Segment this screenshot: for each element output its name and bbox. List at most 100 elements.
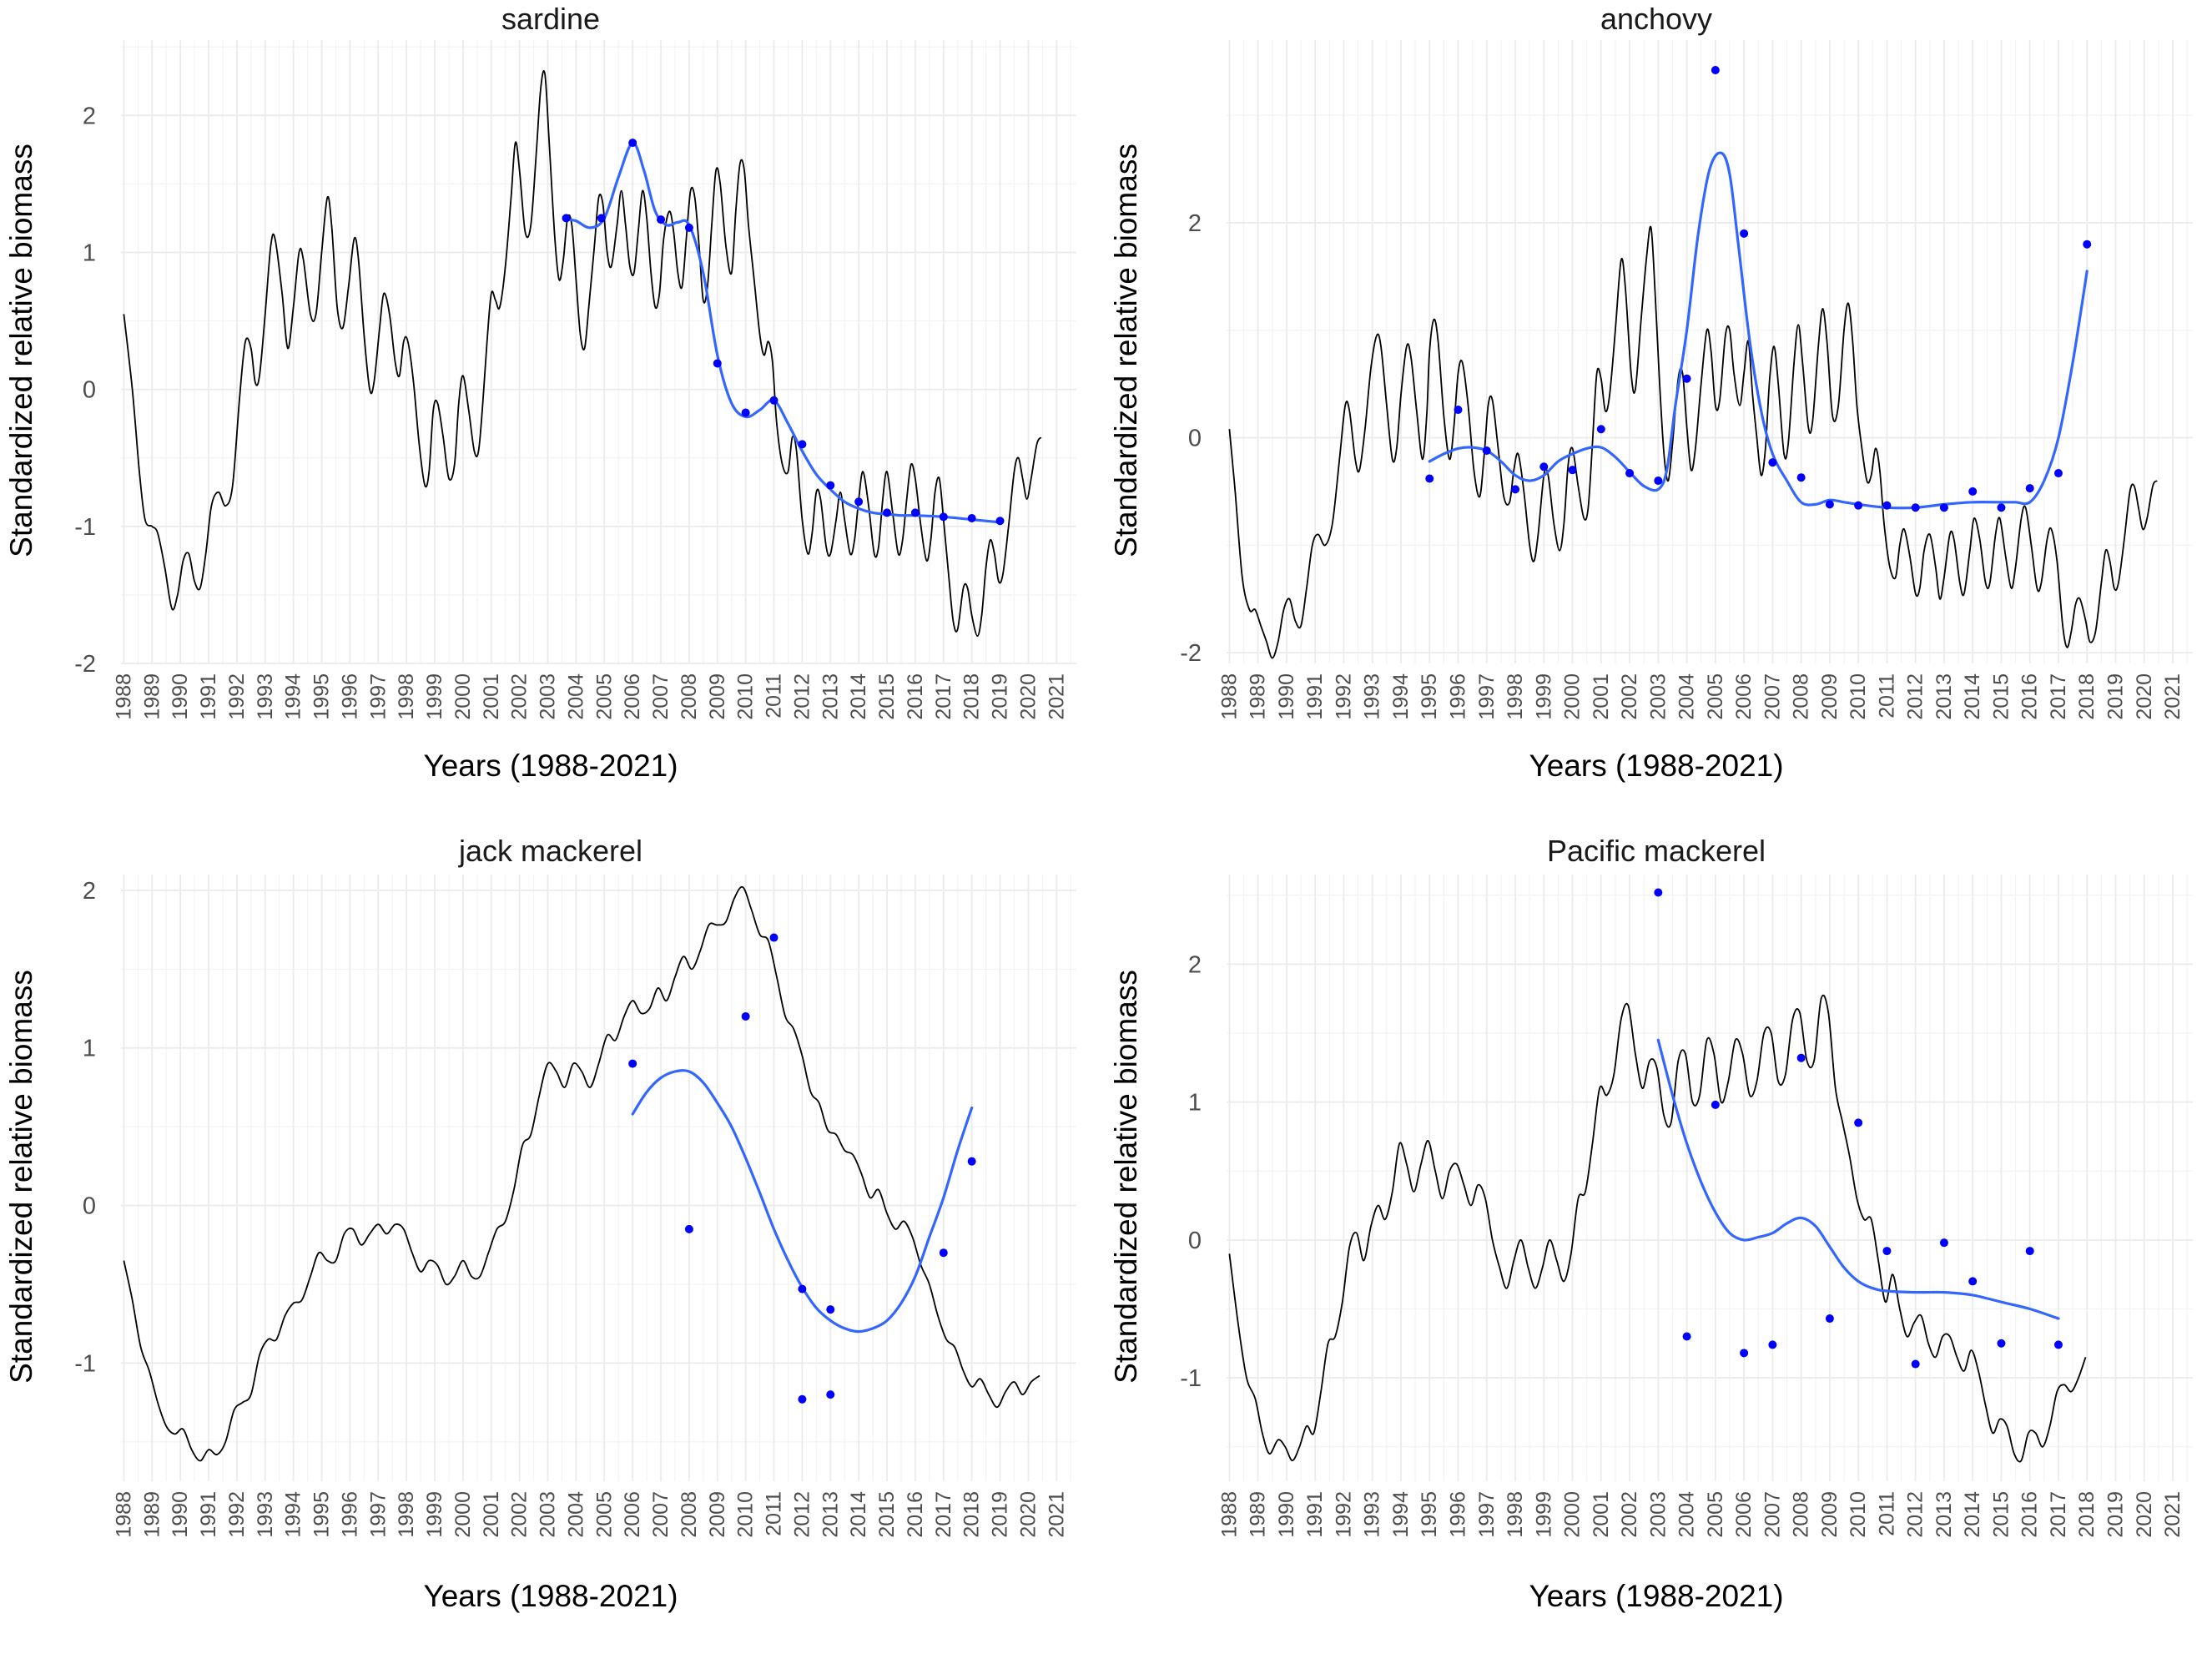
data-point xyxy=(713,359,722,368)
x-tick-label: 2015 xyxy=(875,1491,899,1538)
x-tick-label: 1995 xyxy=(1418,1491,1441,1538)
data-point xyxy=(1711,66,1720,75)
x-tick-label: 1998 xyxy=(395,673,418,720)
data-point xyxy=(1682,1332,1691,1341)
x-tick-label: 2016 xyxy=(2018,1491,2042,1538)
x-tick-label: 2011 xyxy=(763,1491,786,1536)
x-tick-label: 2000 xyxy=(1561,1491,1585,1538)
data-point xyxy=(657,215,666,224)
x-tick-label: 1996 xyxy=(338,1491,361,1538)
data-point xyxy=(1939,1238,1948,1248)
data-point xyxy=(1625,469,1635,478)
biomass-series-line xyxy=(123,885,1040,1462)
data-point xyxy=(769,933,778,942)
x-tick-label: 2020 xyxy=(2133,673,2156,720)
data-point xyxy=(1596,425,1605,434)
x-tick-label: 1990 xyxy=(169,1491,192,1538)
x-tick-label: 2021 xyxy=(2161,1491,2184,1538)
smooth-trend-line xyxy=(1656,1038,2060,1320)
data-point xyxy=(597,214,606,223)
x-tick-label: 2013 xyxy=(1932,673,1956,720)
data-point xyxy=(2025,1247,2034,1256)
x-tick-label: 2013 xyxy=(1932,1491,1956,1538)
data-point xyxy=(967,513,976,522)
data-point xyxy=(798,1394,807,1404)
data-point xyxy=(939,1248,948,1258)
data-point xyxy=(562,214,571,223)
x-tick-label: 1990 xyxy=(1275,673,1298,720)
data-point xyxy=(628,1059,637,1068)
data-point xyxy=(1654,888,1663,897)
x-tick-label: 2006 xyxy=(621,1491,644,1538)
x-tick-label: 2003 xyxy=(537,1491,560,1538)
x-tick-label: 1989 xyxy=(1247,673,1270,720)
data-point xyxy=(1968,1277,1978,1286)
x-tick-label: 1993 xyxy=(254,673,277,720)
x-tick-label: 1998 xyxy=(395,1491,418,1538)
data-point xyxy=(854,497,864,507)
x-tick-label: 2012 xyxy=(1904,1491,1927,1538)
data-point xyxy=(1882,501,1892,510)
x-tick-label: 1990 xyxy=(1275,1491,1298,1538)
x-tick-label: 2017 xyxy=(2047,1491,2070,1538)
x-tick-label: 2008 xyxy=(1790,673,1813,720)
data-point xyxy=(1825,500,1834,509)
y-tick-label: 2 xyxy=(1188,210,1202,237)
y-tick-label: 0 xyxy=(83,377,96,404)
x-tick-label: 2018 xyxy=(960,673,984,720)
x-tick-label: 2021 xyxy=(2161,673,2184,720)
x-tick-label: 2006 xyxy=(621,673,644,720)
data-point xyxy=(1768,458,1777,467)
x-tick-label: 2018 xyxy=(2075,673,2099,720)
x-tick-label: 1996 xyxy=(338,673,361,720)
x-tick-label: 1989 xyxy=(140,1491,164,1538)
data-point xyxy=(910,508,920,517)
panel-title: jack mackerel xyxy=(458,834,642,868)
data-point xyxy=(1482,446,1491,455)
x-tick-label: 2002 xyxy=(508,673,532,720)
x-tick-label: 2020 xyxy=(1016,673,1040,720)
x-tick-label: 1993 xyxy=(1361,673,1384,720)
data-point xyxy=(883,508,892,517)
x-tick-label: 2004 xyxy=(564,1491,587,1538)
x-tick-label: 2015 xyxy=(1989,1491,2013,1538)
x-tick-label: 2019 xyxy=(989,673,1012,720)
x-tick-label: 2010 xyxy=(734,1491,758,1538)
data-point xyxy=(1997,1339,2006,1348)
x-tick-label: 2020 xyxy=(1016,1491,1040,1538)
x-tick-label: 2009 xyxy=(1818,673,1842,720)
x-tick-label: 1999 xyxy=(1532,673,1555,720)
x-tick-label: 2018 xyxy=(960,1491,984,1538)
y-tick-label: 0 xyxy=(1188,1228,1202,1254)
x-tick-label: 1991 xyxy=(1303,1491,1327,1538)
x-tick-label: 2014 xyxy=(847,673,870,720)
y-tick-label: 0 xyxy=(83,1193,96,1220)
x-tick-label: 2016 xyxy=(904,673,927,720)
data-point xyxy=(628,139,637,148)
x-tick-label: 2005 xyxy=(592,673,616,720)
data-point xyxy=(741,1011,750,1021)
x-tick-label: 1999 xyxy=(423,1491,446,1538)
data-point xyxy=(1796,1053,1806,1062)
y-axis-title: Standardized relative biomass xyxy=(1109,970,1143,1384)
x-tick-label: 2000 xyxy=(1561,673,1585,720)
data-point xyxy=(1939,503,1948,512)
x-tick-label: 2015 xyxy=(1989,673,2013,720)
data-point xyxy=(826,1305,835,1314)
data-point xyxy=(995,517,1005,526)
x-tick-label: 1996 xyxy=(1447,1491,1470,1538)
x-tick-label: 2015 xyxy=(875,673,899,720)
data-point xyxy=(1768,1340,1777,1349)
data-point xyxy=(1968,487,1978,496)
x-tick-label: 2016 xyxy=(2018,673,2042,720)
data-point xyxy=(741,408,750,417)
x-tick-label: 2009 xyxy=(706,1491,729,1538)
x-tick-label: 1997 xyxy=(366,1491,390,1538)
data-point xyxy=(1854,501,1863,510)
data-point xyxy=(1454,406,1463,415)
x-tick-label: 1999 xyxy=(423,673,446,720)
x-tick-label: 1989 xyxy=(1247,1491,1270,1538)
x-tick-label: 2008 xyxy=(678,1491,701,1538)
